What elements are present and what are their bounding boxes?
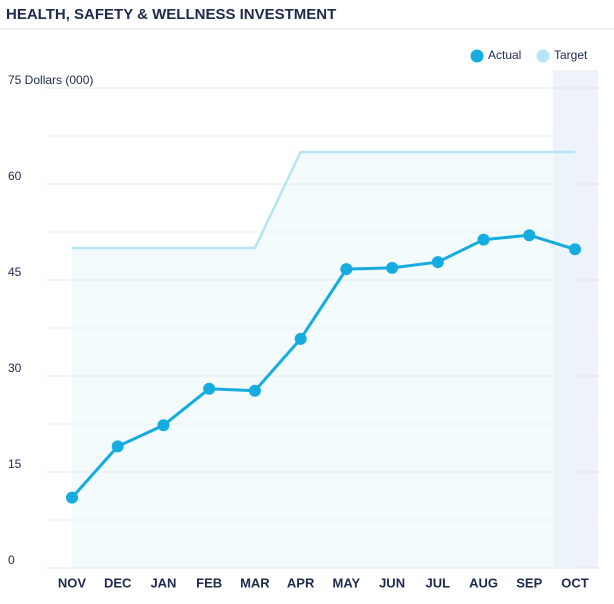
x-tick-label: MAR [240,575,270,590]
x-tick-label: OCT [561,575,589,590]
actual-point [523,229,536,242]
x-tick-label: JAN [150,575,176,590]
legend-label: Target [554,48,588,62]
actual-point [111,440,124,453]
target-line [72,150,575,250]
x-tick-label: FEB [196,575,222,590]
x-tick-label: JUL [426,575,451,590]
actual-point [431,256,444,269]
x-tick-label: AUG [469,575,498,590]
actual-point [203,382,216,395]
target-area [72,152,575,568]
legend-swatch [536,49,550,63]
x-tick-label: SEP [516,575,542,590]
x-tick-label: DEC [104,575,132,590]
legend-swatch [470,49,484,63]
actual-point [386,261,399,274]
y-tick-label: 15 [8,457,22,471]
x-tick-label: MAY [333,575,361,590]
actual-point [294,332,307,345]
actual-point [569,243,581,256]
y-tick-label: 0 [8,553,15,567]
legend-label: Actual [488,48,521,62]
x-tick-label: JUN [379,575,405,590]
actual-point [157,419,170,432]
y-tick-label: 75 Dollars (000) [8,73,93,87]
x-tick-label: APR [287,575,315,590]
actual-point [340,263,353,276]
y-tick-label: 45 [8,265,22,279]
actual-point [66,491,78,504]
actual-line [70,233,576,499]
y-tick-label: 60 [8,169,22,183]
y-tick-label: 30 [8,361,22,375]
actual-point [477,233,490,246]
actual-point [248,384,261,397]
x-tick-label: NOV [58,575,87,590]
chart-title: HEALTH, SAFETY & WELLNESS INVESTMENT [6,6,336,23]
